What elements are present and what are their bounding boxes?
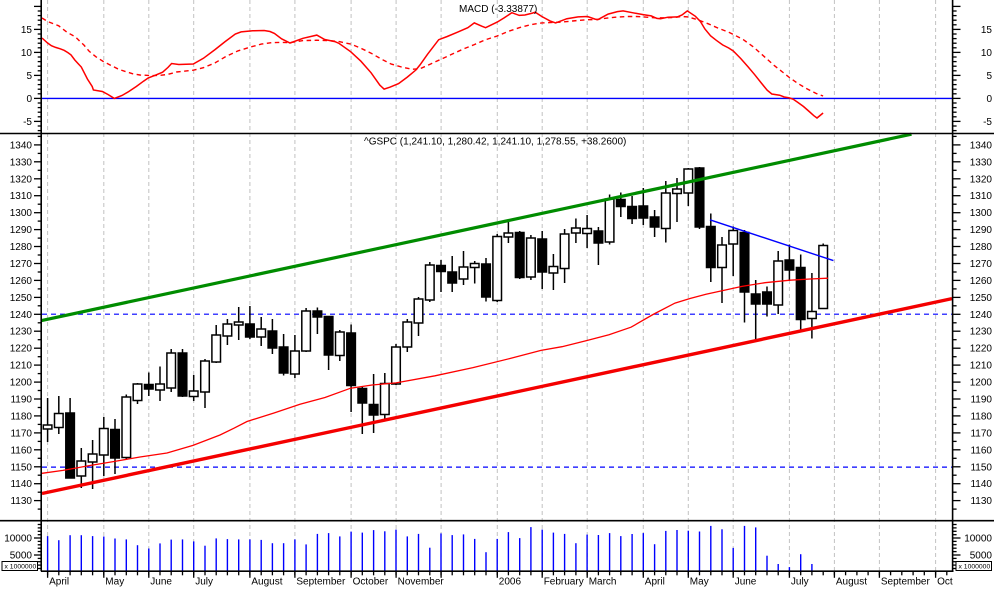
svg-text:0: 0 (26, 94, 32, 105)
svg-text:1300: 1300 (10, 208, 33, 219)
svg-text:1190: 1190 (10, 395, 32, 406)
svg-text:1170: 1170 (10, 428, 32, 439)
svg-text:1260: 1260 (970, 276, 993, 287)
svg-text:1230: 1230 (970, 327, 993, 338)
svg-text:1340: 1340 (970, 140, 993, 151)
svg-text:1260: 1260 (10, 276, 33, 287)
svg-text:November: November (398, 576, 445, 587)
svg-text:1280: 1280 (10, 242, 33, 253)
svg-text:5000: 5000 (10, 550, 33, 561)
svg-text:May: May (690, 576, 709, 587)
svg-text:1240: 1240 (10, 310, 33, 321)
svg-text:MACD (-3.33877): MACD (-3.33877) (459, 4, 537, 15)
svg-text:1310: 1310 (10, 191, 33, 202)
svg-text:April: April (645, 576, 665, 587)
svg-text:1310: 1310 (970, 191, 993, 202)
svg-text:1160: 1160 (10, 445, 32, 456)
svg-text:-5: -5 (23, 117, 32, 128)
svg-text:June: June (735, 576, 757, 587)
svg-text:1190: 1190 (970, 395, 992, 406)
svg-text:August: August (251, 576, 282, 587)
svg-text:1280: 1280 (970, 242, 993, 253)
svg-text:1160: 1160 (970, 445, 992, 456)
svg-text:x 1000000: x 1000000 (5, 564, 37, 571)
svg-text:1140: 1140 (10, 479, 32, 490)
svg-text:1150: 1150 (970, 462, 992, 473)
svg-text:10000: 10000 (964, 534, 992, 545)
svg-text:1290: 1290 (10, 225, 33, 236)
svg-text:5000: 5000 (970, 550, 993, 561)
svg-text:1200: 1200 (10, 378, 33, 389)
svg-text:July: July (195, 576, 213, 587)
svg-text:1300: 1300 (970, 208, 993, 219)
svg-text:1220: 1220 (10, 344, 33, 355)
svg-text:1150: 1150 (10, 462, 32, 473)
svg-text:1250: 1250 (10, 293, 33, 304)
svg-text:1130: 1130 (970, 496, 992, 507)
svg-text:-5: -5 (983, 117, 992, 128)
svg-text:1220: 1220 (970, 344, 993, 355)
svg-text:June: June (150, 576, 172, 587)
svg-text:^GSPC (1,241.10, 1,280.42, 1,2: ^GSPC (1,241.10, 1,280.42, 1,241.10, 1,2… (364, 137, 626, 148)
svg-text:1290: 1290 (970, 225, 993, 236)
svg-text:February: February (544, 576, 584, 587)
svg-text:1320: 1320 (10, 174, 33, 185)
svg-text:1230: 1230 (10, 327, 33, 338)
svg-text:March: March (589, 576, 617, 587)
svg-text:1180: 1180 (10, 411, 32, 422)
svg-text:1240: 1240 (970, 310, 993, 321)
svg-text:1210: 1210 (970, 361, 993, 372)
svg-text:1320: 1320 (970, 174, 993, 185)
svg-text:April: April (49, 576, 69, 587)
svg-text:15: 15 (21, 25, 33, 36)
svg-text:0: 0 (986, 94, 992, 105)
svg-text:1180: 1180 (970, 411, 992, 422)
svg-text:1330: 1330 (10, 157, 33, 168)
svg-text:1140: 1140 (970, 479, 992, 490)
svg-text:5: 5 (986, 71, 992, 82)
svg-text:2006: 2006 (499, 576, 522, 587)
svg-text:1270: 1270 (10, 259, 33, 270)
svg-text:September: September (296, 576, 346, 587)
svg-text:Oct: Oct (937, 576, 953, 587)
svg-text:May: May (105, 576, 124, 587)
svg-text:1200: 1200 (970, 378, 993, 389)
svg-text:5: 5 (26, 71, 32, 82)
svg-text:1340: 1340 (10, 140, 33, 151)
svg-text:1330: 1330 (970, 157, 993, 168)
svg-text:x 1000000: x 1000000 (959, 564, 991, 571)
svg-text:1130: 1130 (10, 496, 32, 507)
svg-text:July: July (791, 576, 809, 587)
svg-text:1250: 1250 (970, 293, 993, 304)
svg-text:10: 10 (981, 48, 993, 59)
svg-text:15: 15 (981, 25, 993, 36)
svg-text:10: 10 (21, 48, 33, 59)
svg-text:August: August (836, 576, 867, 587)
svg-text:1270: 1270 (970, 259, 993, 270)
svg-text:10000: 10000 (4, 534, 32, 545)
svg-text:1210: 1210 (10, 361, 33, 372)
svg-text:1170: 1170 (970, 428, 992, 439)
svg-text:October: October (353, 576, 389, 587)
svg-text:September: September (881, 576, 931, 587)
